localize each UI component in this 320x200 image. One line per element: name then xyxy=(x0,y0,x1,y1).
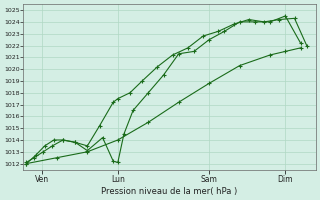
X-axis label: Pression niveau de la mer( hPa ): Pression niveau de la mer( hPa ) xyxy=(101,187,238,196)
